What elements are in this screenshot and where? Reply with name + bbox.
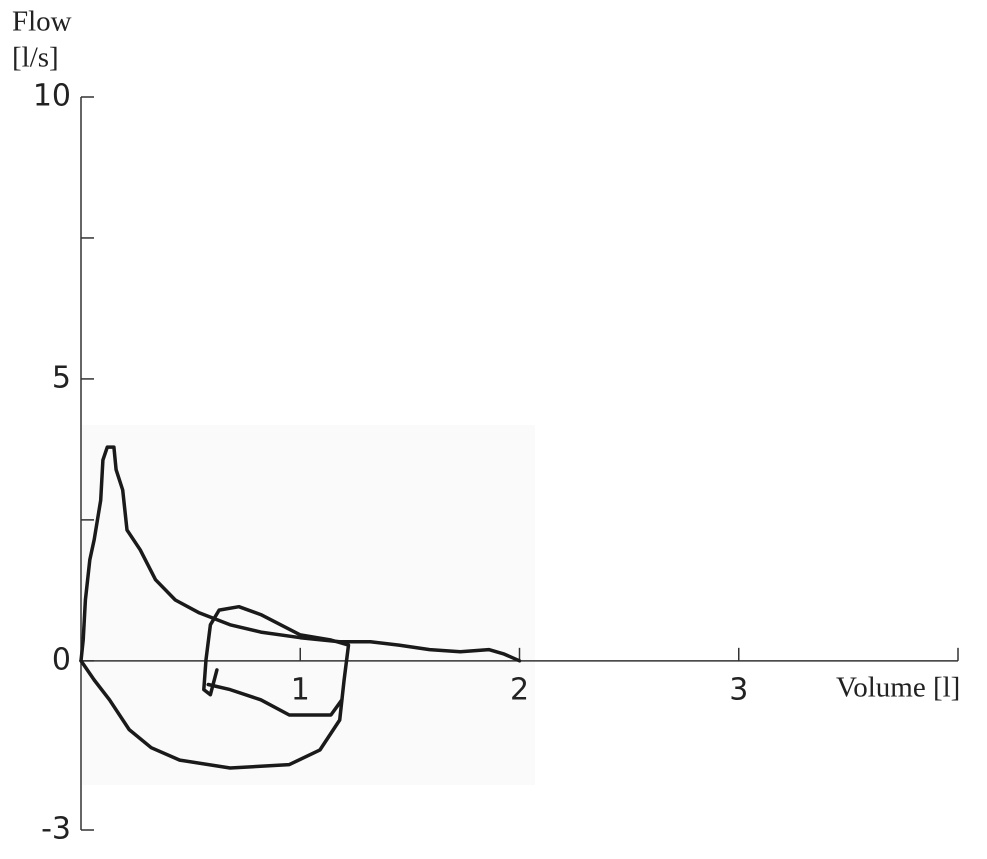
y-tick-label: -3 <box>41 812 71 847</box>
plot-shade <box>82 425 535 785</box>
x-tick-label: 3 <box>729 672 748 707</box>
y-axis-label: Flow <box>12 6 72 38</box>
flow-volume-curve <box>79 445 522 663</box>
y-tick-label: 5 <box>52 360 71 395</box>
x-tick-label: 1 <box>291 672 310 707</box>
y-tick-label: 0 <box>52 642 71 677</box>
y-tick-label: 10 <box>33 79 71 114</box>
flow-volume-curve <box>79 604 351 770</box>
x-tick-label: 2 <box>510 672 529 707</box>
y-axis-unit: [l/s] <box>12 42 59 74</box>
x-axis-label: Volume [l] <box>836 672 960 704</box>
